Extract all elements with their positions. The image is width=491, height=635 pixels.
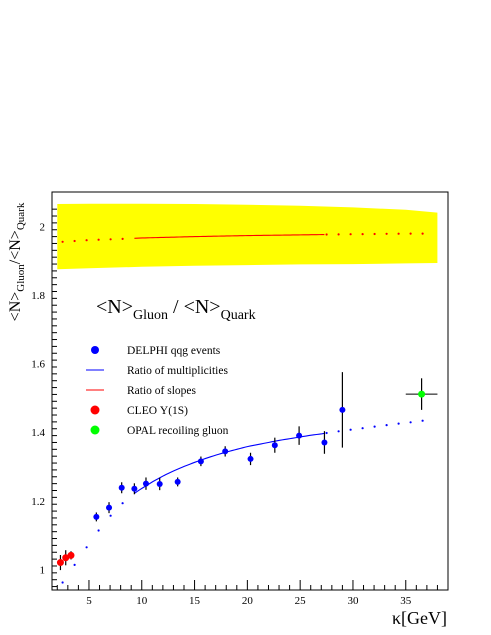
curve-dot-0 — [73, 563, 76, 567]
x-tick-label: 30 — [347, 595, 359, 607]
data-point — [247, 455, 254, 462]
y-tick-label: 1.4 — [31, 427, 45, 439]
formula-annotation: <N>Gluon / <N>Quark — [96, 296, 256, 323]
data-point — [67, 551, 75, 559]
x-tick-label: 25 — [295, 595, 307, 607]
data-point-layer — [56, 372, 438, 571]
uncertainty-band — [57, 203, 438, 270]
curve-dot-1 — [61, 240, 64, 243]
legend-label-opal: OPAL recoiling gluon — [127, 425, 229, 437]
legend: DELPHI qqg events Ratio of multiplicitie… — [86, 345, 229, 437]
x-axis-title: κ[GeV] — [392, 608, 447, 628]
x-tick-label: 15 — [189, 595, 201, 607]
curve-dot-0 — [361, 427, 364, 430]
curve-dot-1 — [397, 232, 400, 235]
x-tick-label: 20 — [242, 595, 254, 607]
x-tick-label: 35 — [400, 595, 412, 607]
curve-dot-1 — [109, 238, 112, 241]
data-point — [296, 432, 303, 439]
data-point — [62, 554, 70, 562]
curve-layer — [61, 232, 424, 584]
data-point — [174, 478, 181, 485]
legend-marker-opal — [90, 425, 100, 435]
y-tick-label: 1 — [40, 564, 46, 576]
y-tick-label: 1.8 — [31, 290, 45, 302]
legend-entry-opal: OPAL recoiling gluon — [90, 425, 229, 437]
legend-label-slopes: Ratio of slopes — [127, 385, 197, 397]
data-point — [131, 485, 138, 492]
curve-dot-1 — [385, 232, 388, 235]
curve-dot-1 — [421, 232, 424, 235]
y-tick-label: 1.2 — [31, 496, 45, 508]
x-tick-label: 10 — [136, 595, 148, 607]
data-point — [118, 484, 125, 491]
curve-dot-0 — [121, 502, 124, 505]
data-point — [222, 448, 229, 455]
legend-entry-delphi: DELPHI qqg events — [91, 345, 221, 357]
curve-dot-0 — [85, 546, 88, 549]
curve-dot-0 — [337, 430, 340, 433]
curve-dot-1 — [325, 233, 328, 236]
curve-dot-0 — [397, 422, 400, 425]
legend-entry-multiplicities: Ratio of multiplicities — [86, 365, 228, 377]
curve-dot-0 — [409, 421, 412, 424]
curve-dot-0 — [325, 431, 328, 435]
curve-dot-0 — [385, 424, 388, 427]
y-axis-title-part2: /<N> — [7, 230, 24, 264]
formula-part1: <N> — [96, 296, 133, 318]
curve-dot-1 — [73, 239, 76, 243]
curve-dot-1 — [373, 232, 376, 236]
curve-dot-1 — [361, 233, 364, 236]
curve-dot-1 — [409, 232, 412, 235]
curve-solid-0 — [134, 432, 325, 494]
data-point — [142, 480, 149, 487]
uncertainty-band-layer — [57, 203, 438, 270]
curve-dot-0 — [349, 428, 352, 431]
curve-dot-0 — [61, 581, 64, 584]
curve-dot-1 — [121, 237, 124, 240]
y-tick-label: 2 — [40, 221, 46, 233]
formula-sub2: Quark — [221, 308, 256, 323]
data-point — [156, 480, 163, 487]
y-tick-label: 1.6 — [31, 359, 45, 371]
data-point — [271, 442, 278, 449]
curve-dot-1 — [337, 233, 340, 236]
curve-dot-1 — [349, 233, 352, 236]
curve-dot-0 — [421, 419, 424, 422]
y-axis-title-sub2: Quark — [15, 202, 27, 230]
data-point — [339, 406, 346, 413]
data-point — [56, 559, 64, 567]
legend-marker-delphi — [91, 346, 99, 354]
curve-dot-0 — [373, 425, 376, 428]
formula-sub1: Gluon — [133, 308, 168, 323]
legend-label-delphi: DELPHI qqg events — [127, 345, 221, 357]
curve-dot-1 — [85, 239, 88, 242]
legend-label-cleo: CLEO Υ(1S) — [127, 405, 188, 417]
data-point — [321, 439, 328, 446]
legend-marker-cleo — [90, 405, 100, 415]
curve-dot-0 — [97, 529, 100, 532]
x-tick-label: 5 — [86, 595, 92, 607]
axis-layer: 5 10 15 20 25 30 35 1 1.2 1.4 1.6 1.8 2 — [31, 208, 438, 607]
plot-frame — [51, 191, 449, 591]
data-point — [197, 458, 204, 465]
y-axis-title-part1: <N> — [7, 292, 24, 322]
formula-part2: / <N> — [168, 296, 221, 318]
legend-entry-cleo: CLEO Υ(1S) — [90, 405, 188, 417]
y-axis-title: <N>Gluon/<N>Quark — [7, 202, 27, 321]
y-axis-title-sub1: Gluon — [15, 264, 27, 292]
legend-label-multiplicities: Ratio of multiplicities — [127, 365, 228, 377]
curve-solid-1 — [134, 233, 325, 239]
data-point — [106, 504, 113, 511]
data-point — [418, 390, 426, 398]
legend-entry-slopes: Ratio of slopes — [86, 385, 197, 397]
curve-dot-1 — [97, 238, 100, 241]
curve-dot-0 — [109, 514, 112, 517]
data-point — [93, 513, 100, 520]
